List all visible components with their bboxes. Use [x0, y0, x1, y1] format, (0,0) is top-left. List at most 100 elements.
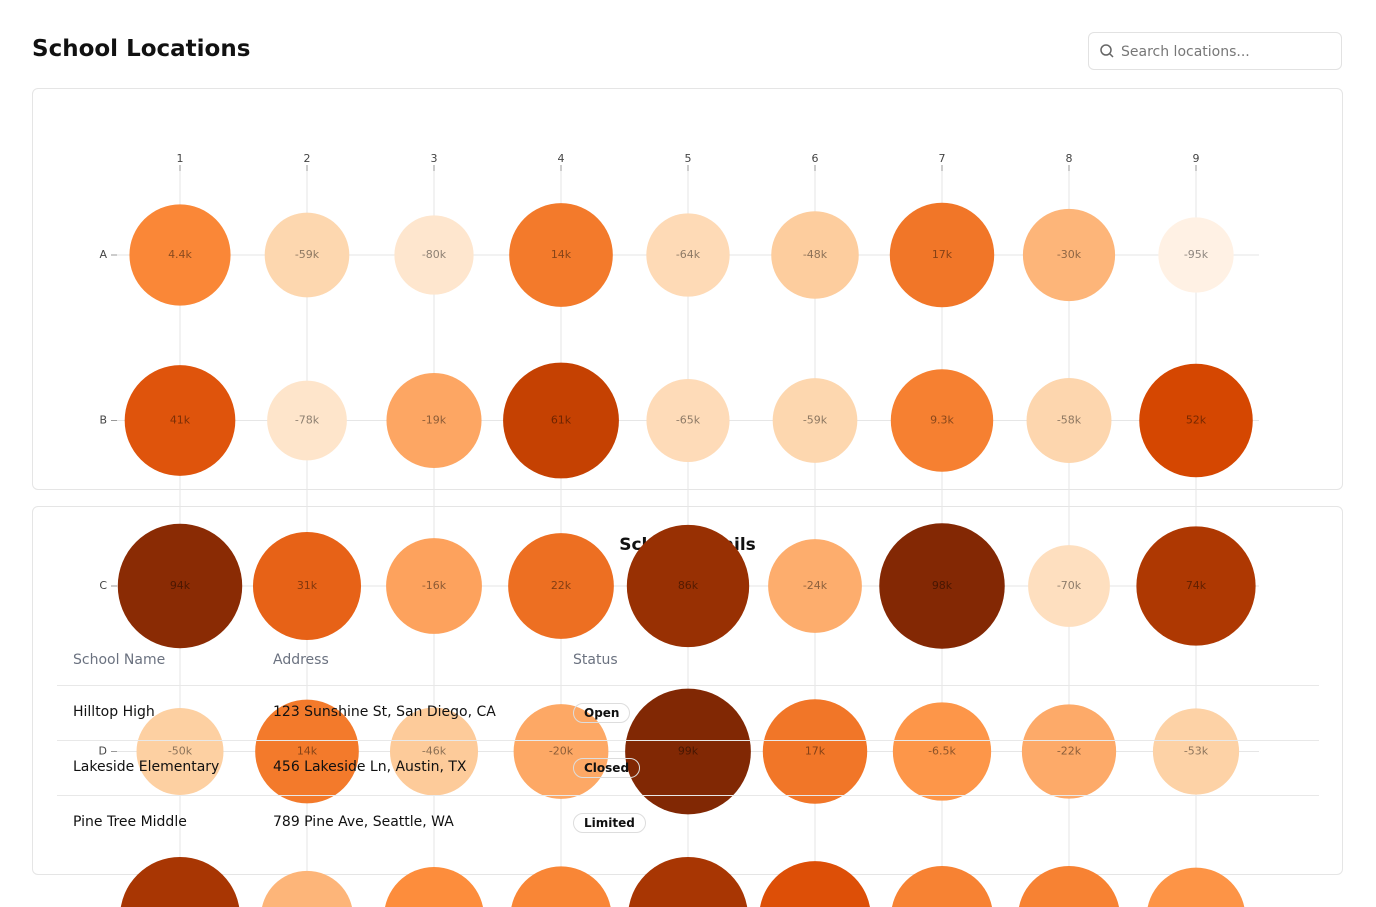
bubble-label: -46k [422, 745, 447, 758]
bubble-label: 17k [932, 248, 953, 261]
bubble [513, 704, 609, 799]
bubble-label: -59k [295, 248, 320, 261]
bubble-label: 94k [170, 579, 191, 592]
bubble [262, 870, 352, 907]
bubble-label: 99k [678, 745, 699, 758]
bubble [1022, 208, 1116, 302]
bubble [646, 213, 730, 297]
y-tick-label: B [99, 414, 107, 427]
column-header-text: Address [273, 652, 329, 668]
search-box[interactable]: Search locations... [1088, 32, 1342, 70]
bubble [891, 865, 993, 907]
table-cell: Lakeside Elementary [73, 759, 219, 775]
bubble [509, 203, 613, 307]
column-header-text: Status [573, 652, 618, 668]
bubble-label: -53k [1184, 745, 1209, 758]
bubble [768, 539, 862, 633]
bubble [385, 867, 483, 907]
bubble [120, 857, 240, 907]
bubble [892, 702, 992, 801]
bubble-label: 98k [932, 579, 953, 592]
bubble-label: -58k [1057, 414, 1082, 427]
bubble-label: -80k [422, 248, 447, 261]
status-badge: Limited [573, 813, 646, 833]
bubble-label: -65k [676, 414, 701, 427]
page-title: School Locations [32, 36, 251, 62]
table-cell-text: 456 Lakeside Ln, Austin, TX [273, 759, 467, 775]
bubble [1026, 378, 1112, 463]
bubble-label: 52k [1186, 414, 1207, 427]
status-badge-text: Limited [573, 813, 646, 833]
status-badge-text: Closed [573, 758, 641, 778]
row-divider [57, 740, 1319, 741]
bubble-label: 14k [297, 745, 318, 758]
column-header-text: School Name [73, 652, 166, 668]
table-cell: 456 Lakeside Ln, Austin, TX [273, 759, 467, 775]
bubble [762, 699, 868, 804]
bubble [626, 524, 750, 648]
bubble-label: -64k [676, 248, 701, 261]
bubble-label: 17k [805, 745, 826, 758]
search-icon [1100, 44, 1114, 58]
table-cell-text: Hilltop High [73, 704, 155, 720]
bubble [1152, 708, 1240, 795]
bubble [1018, 865, 1120, 907]
x-tick-label: 4 [558, 152, 565, 165]
bubble [646, 378, 730, 463]
bubble-label: 31k [297, 579, 318, 592]
bubble-label: -59k [803, 414, 828, 427]
bubble [503, 362, 619, 479]
bubble [890, 369, 994, 472]
bubble-label: 74k [1186, 579, 1207, 592]
y-tick-label: D [99, 745, 107, 758]
bubble [625, 688, 751, 815]
table-cell: 789 Pine Ave, Seattle, WA [273, 814, 454, 830]
bubble [772, 378, 858, 463]
table-cell: 123 Sunshine St, San Diego, CA [273, 704, 496, 720]
bubble-label: -78k [295, 414, 320, 427]
bubble-label: -22k [1057, 745, 1082, 758]
bubble [508, 533, 614, 639]
status-badge: Closed [573, 758, 641, 778]
column-header: School Name [73, 652, 165, 668]
bubble-label: -20k [549, 745, 574, 758]
bubble-label: 9.3k [930, 414, 954, 427]
x-tick-label: 2 [304, 152, 311, 165]
bubble-label: -95k [1184, 248, 1209, 261]
table-cell-text: Lakeside Elementary [73, 759, 220, 775]
x-tick-label: 3 [431, 152, 438, 165]
search-placeholder: Search locations... [1121, 44, 1250, 60]
bubble [879, 523, 1005, 649]
y-tick-label: C [99, 579, 107, 592]
bubble [129, 204, 231, 306]
x-tick-label: 6 [812, 152, 819, 165]
bubble-label: 86k [678, 579, 699, 592]
bubble [264, 212, 350, 298]
table-cell-text: 123 Sunshine St, San Diego, CA [273, 704, 496, 720]
bubble [889, 202, 995, 308]
bubble-label: -48k [803, 248, 828, 261]
bubble [511, 866, 611, 907]
bubble-label: -24k [803, 579, 828, 592]
x-tick-label: 5 [685, 152, 692, 165]
row-divider [57, 685, 1319, 686]
bubble [267, 380, 347, 461]
bubble [117, 523, 243, 649]
bubble [124, 365, 236, 476]
table-cell-text: 789 Pine Ave, Seattle, WA [273, 814, 454, 830]
x-tick-label: 8 [1066, 152, 1073, 165]
bubble [771, 211, 859, 299]
bubble [255, 699, 359, 804]
bubble-label: -16k [422, 579, 447, 592]
bubble [1136, 526, 1256, 646]
bubble [1147, 867, 1245, 907]
bubble-label: -6.5k [928, 745, 956, 758]
bubble [136, 708, 224, 795]
bubble-label: 4.4k [168, 248, 192, 261]
bubble [1028, 545, 1110, 627]
status-badge-text: Open [573, 703, 631, 723]
bubble-label: -19k [422, 414, 447, 427]
bubble-label: -50k [168, 745, 193, 758]
